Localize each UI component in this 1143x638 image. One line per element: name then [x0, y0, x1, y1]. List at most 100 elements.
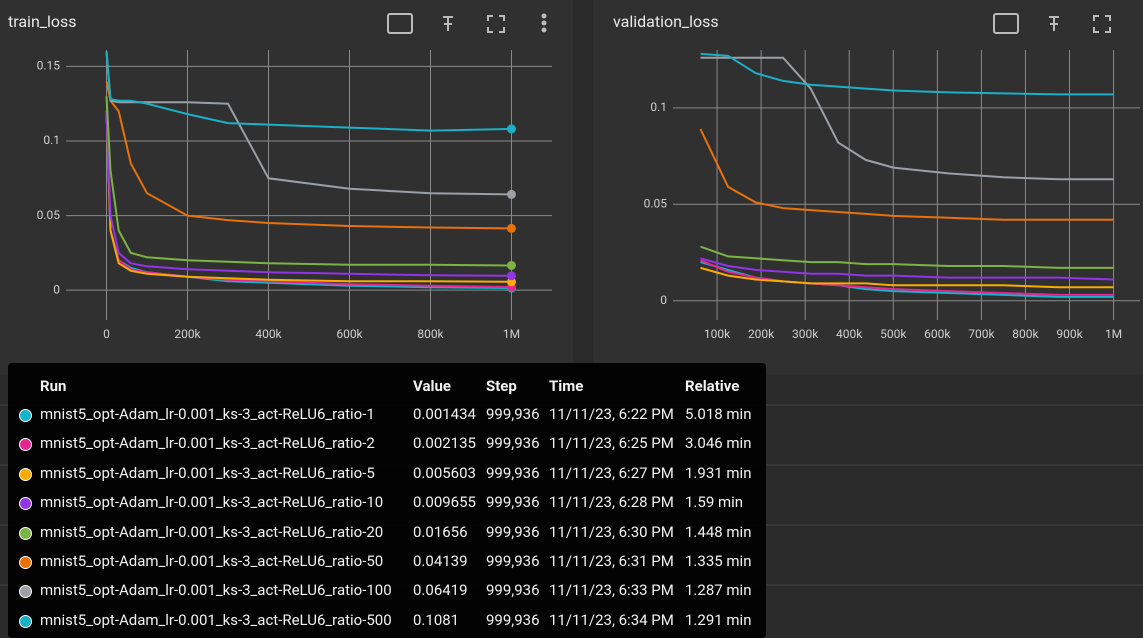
y-tick-label: 0.05 [644, 196, 668, 210]
icon-fullscreen[interactable] [487, 15, 505, 33]
series-line [105, 51, 512, 196]
x-tick-label: 200k [174, 327, 201, 341]
x-tick-label: 100k [704, 327, 731, 341]
y-tick-label: 0.1 [650, 100, 667, 114]
series-line [700, 56, 1114, 181]
cell: mnist5_opt-Adam_lr-0.001_ks-3_act-ReLU6_… [40, 610, 392, 629]
cell: mnist5_opt-Adam_lr-0.001_ks-3_act-ReLU6_… [40, 581, 392, 600]
cell: mnist5_opt-Adam_lr-0.001_ks-3_act-ReLU6_… [40, 434, 375, 453]
series-line [105, 111, 512, 289]
icon-more[interactable] [541, 13, 547, 19]
icon-pin[interactable] [1049, 16, 1059, 31]
end-marker [506, 271, 516, 281]
series-line [105, 81, 512, 230]
cell: 0.002135 [413, 434, 476, 453]
chart-title: train_loss [8, 12, 77, 31]
cell: 11/11/23, 6:22 PM [549, 405, 674, 423]
x-tick-label: 400k [255, 327, 282, 341]
series-line [700, 259, 1114, 296]
end-marker [506, 223, 516, 233]
cell: 3.046 min [685, 434, 752, 453]
cell: 999,936 [486, 493, 540, 512]
cell: 5.018 min [685, 405, 752, 423]
cell: 11/11/23, 6:31 PM [549, 552, 674, 570]
cell: 0.005603 [413, 463, 476, 482]
run-color [19, 497, 32, 511]
y-tick-label: 0 [660, 293, 667, 307]
x-tick-label: 200k [748, 327, 775, 341]
x-tick-label: 1M [503, 327, 520, 341]
end-marker [506, 189, 516, 199]
y-tick-label: 0.15 [37, 59, 61, 73]
series-line [699, 128, 1114, 221]
series-line [700, 245, 1114, 269]
series-line [105, 111, 512, 283]
y-tick-label: 0.1 [43, 133, 60, 147]
icon-fit[interactable] [387, 13, 413, 34]
cell: 999,936 [486, 405, 540, 423]
x-tick-label: 300k [792, 327, 819, 341]
x-tick-label: 600k [336, 327, 363, 341]
run-color [19, 585, 32, 599]
cell: 11/11/23, 6:28 PM [549, 493, 674, 512]
cell: 1.448 min [685, 522, 752, 541]
cell: 11/11/23, 6:27 PM [549, 463, 674, 482]
run-color [19, 438, 32, 452]
series-line [700, 257, 1114, 281]
cell: 1.291 min [685, 610, 752, 629]
icon-pin[interactable] [443, 16, 453, 31]
cell: 1.931 min [685, 463, 752, 482]
x-tick-label: 800k [1012, 327, 1039, 341]
column-header: Value [413, 377, 451, 395]
column-header: Step [486, 377, 517, 395]
cell: mnist5_opt-Adam_lr-0.001_ks-3_act-ReLU6_… [40, 405, 375, 423]
column-header: Run [40, 377, 67, 395]
x-tick-label: 900k [1056, 327, 1083, 341]
cell: mnist5_opt-Adam_lr-0.001_ks-3_act-ReLU6_… [40, 463, 375, 482]
cell: mnist5_opt-Adam_lr-0.001_ks-3_act-ReLU6_… [40, 493, 384, 512]
cell: 0.001434 [413, 405, 476, 423]
series-line [700, 266, 1114, 289]
series-line [105, 96, 512, 267]
cell: mnist5_opt-Adam_lr-0.001_ks-3_act-ReLU6_… [40, 552, 384, 570]
cell: 1.59 min [685, 493, 744, 512]
cell: 11/11/23, 6:25 PM [549, 434, 674, 453]
cell: 1.335 min [685, 552, 752, 570]
cell: 11/11/23, 6:33 PM [549, 581, 674, 600]
end-marker [506, 124, 516, 134]
run-color [19, 614, 32, 628]
icon-fullscreen[interactable] [1093, 15, 1111, 33]
cell: 0.01656 [413, 522, 468, 541]
run-color [19, 556, 32, 569]
toolbar [387, 13, 1111, 34]
cell: 0.06419 [413, 581, 468, 600]
series-line [105, 111, 512, 288]
icon-fit[interactable] [993, 13, 1019, 34]
x-tick-label: 800k [417, 327, 444, 341]
cell: 0.009655 [413, 493, 476, 512]
cell: 999,936 [486, 552, 540, 570]
y-tick-label: 0 [53, 282, 60, 296]
x-tick-label: 600k [924, 327, 951, 341]
cell: mnist5_opt-Adam_lr-0.001_ks-3_act-ReLU6_… [40, 522, 384, 541]
cell: 999,936 [486, 610, 540, 629]
cell: 999,936 [486, 463, 540, 482]
cell: 999,936 [486, 522, 540, 541]
cell: 0.04139 [413, 552, 468, 570]
series-line [700, 52, 1114, 96]
run-color [19, 467, 32, 481]
cell: 11/11/23, 6:30 PM [549, 522, 674, 541]
x-tick-label: 0 [103, 327, 110, 341]
series-line [105, 51, 512, 132]
x-tick-label: 700k [968, 327, 995, 341]
run-color [19, 526, 32, 540]
chart-title: validation_loss [613, 12, 719, 31]
end-marker [506, 260, 516, 270]
column-header: Time [549, 377, 584, 395]
cell: 0.1081 [413, 610, 460, 629]
cell: 999,936 [486, 581, 540, 600]
cell: 999,936 [486, 434, 540, 453]
x-tick-label: 500k [880, 327, 907, 341]
column-header: Relative [685, 377, 740, 395]
